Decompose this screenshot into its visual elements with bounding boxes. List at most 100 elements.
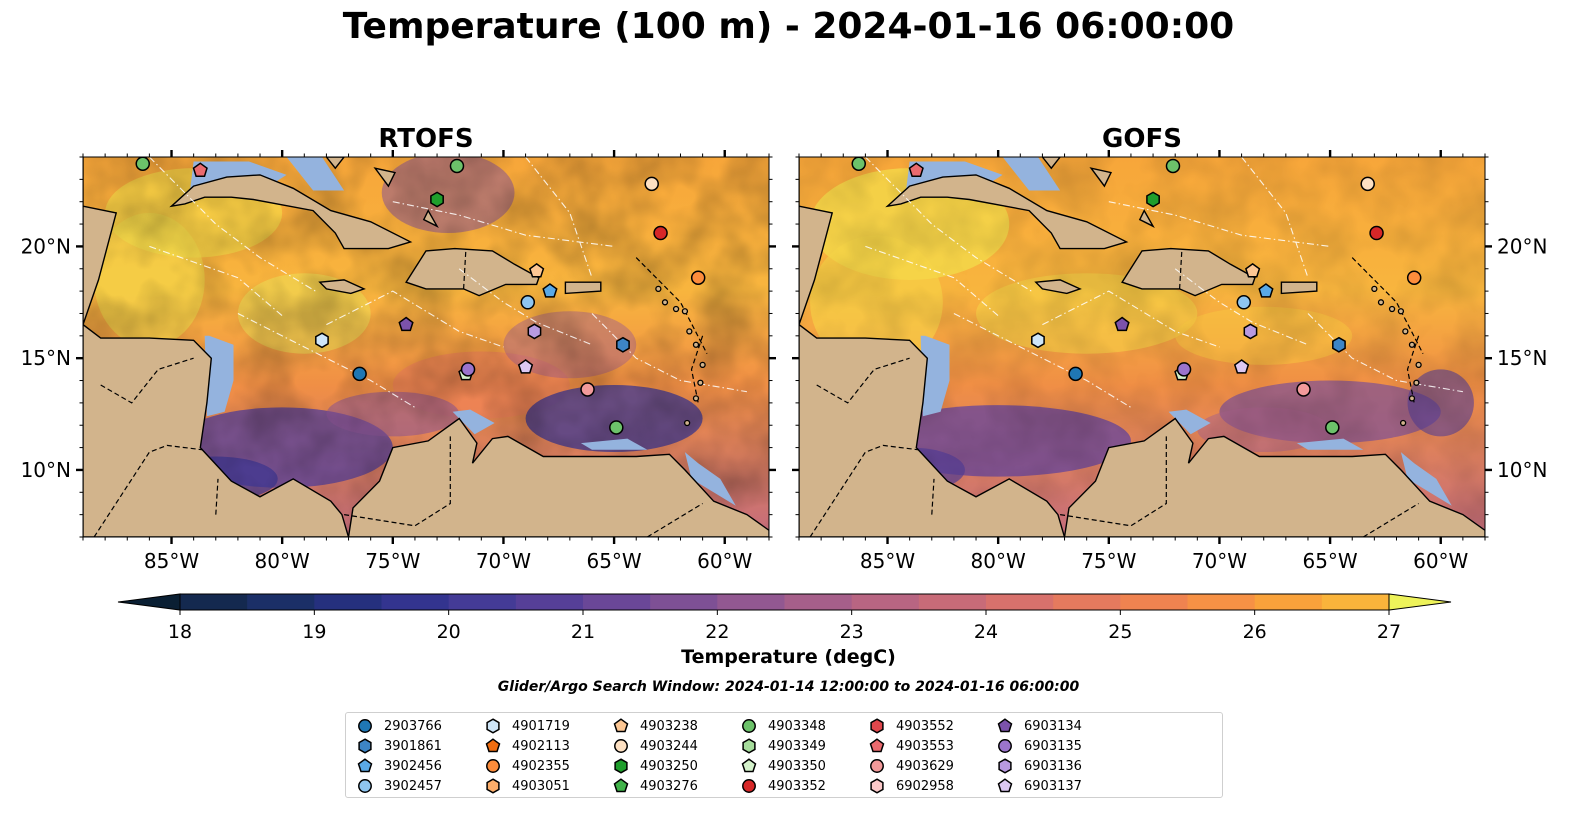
landmass: [1089, 167, 1113, 188]
legend-item: 4903553: [868, 736, 954, 756]
colorbar-segment: [918, 594, 987, 610]
island: [1397, 308, 1405, 315]
landmass: [83, 323, 350, 537]
legend-label: 6903135: [1024, 738, 1082, 754]
legend-item: 3902456: [356, 756, 442, 776]
colorbar-tick-label: 19: [302, 621, 326, 643]
colorbar-segment: [1187, 594, 1256, 610]
float-marker-4903553: [908, 162, 924, 177]
legend-item: 6902958: [868, 776, 954, 796]
legend-item: 4901719: [484, 716, 570, 736]
float-marker-4903348: [449, 158, 465, 174]
float-marker-4903238: [1245, 262, 1261, 278]
island: [1399, 419, 1407, 427]
legend-marker: [997, 778, 1013, 793]
float-marker-4903348: [609, 420, 624, 435]
float-marker-3901861: [616, 336, 630, 353]
colorbar-tick-label: 27: [1377, 621, 1401, 643]
landmass: [373, 167, 397, 188]
legend-label: 4903350: [768, 758, 826, 774]
legend-marker: [742, 719, 756, 733]
float-marker-4902355: [690, 270, 706, 285]
float-marker-3902456: [542, 283, 558, 298]
legend-item: 4903349: [740, 736, 826, 756]
pentagon-marker-icon: [613, 778, 629, 793]
pentagon-marker-icon: [997, 778, 1013, 793]
colorbar-segment: [851, 594, 920, 610]
colorbar-segment: [448, 594, 517, 610]
legend-marker: [357, 758, 373, 773]
landmass: [1063, 417, 1485, 537]
y-tick-label: 10°N: [1497, 458, 1547, 482]
colorbar-tick-label: 20: [437, 621, 461, 643]
float-marker-4901719: [315, 332, 329, 349]
y-tick-label: 20°N: [1497, 234, 1547, 258]
legend-label: 4903238: [640, 718, 698, 734]
float-marker-2903766: [352, 366, 367, 382]
colorbar-segment: [986, 594, 1054, 610]
legend-item: 4903244: [612, 736, 698, 756]
legend-item: 4903552: [868, 716, 954, 736]
pentagon-marker-icon: [869, 738, 885, 753]
hexagon-marker-icon: [486, 778, 500, 794]
circle-marker-icon: [742, 779, 756, 793]
landmass: [799, 323, 1066, 537]
y-tick-label: 20°N: [21, 234, 71, 258]
circle-marker-icon: [870, 759, 884, 773]
gofs-panel: GOFS 85°W 80°W 75°W 70°W 65°W 60°W 10°N 15°N 20°N: [792, 124, 1547, 573]
float-marker-4903629: [1296, 382, 1311, 397]
x-tick-label: 80°W: [255, 549, 310, 573]
island: [1408, 341, 1416, 348]
legend-label: 4901719: [512, 718, 570, 734]
circle-marker-icon: [358, 719, 372, 733]
pentagon-marker-icon: [485, 738, 501, 753]
legend-marker: [358, 738, 372, 754]
legend-marker: [613, 718, 629, 733]
x-tick-label: 60°W: [697, 549, 752, 573]
island: [692, 341, 700, 348]
x-tick-label: 65°W: [586, 549, 641, 573]
legend-item: 4903250: [612, 756, 698, 776]
hexagon-marker-icon: [742, 738, 756, 754]
search-window-text: Glider/Argo Search Window: 2024-01-14 12…: [497, 679, 1080, 695]
legend-label: 3902456: [384, 758, 442, 774]
legend-item: 6903136: [996, 756, 1082, 776]
legend-marker: [486, 778, 500, 794]
island: [681, 308, 689, 315]
legend-marker: [997, 718, 1013, 733]
island: [1388, 305, 1396, 313]
pentagon-marker-icon: [357, 758, 373, 773]
x-tick-label: 70°W: [1192, 549, 1247, 573]
float-marker-4903348: [1325, 420, 1340, 435]
x-tick-label: 70°W: [476, 549, 531, 573]
pentagon-marker-icon: [741, 758, 757, 773]
float-marker-4902355: [1406, 270, 1422, 285]
circle-marker-icon: [486, 759, 500, 773]
legend-label: 3902457: [384, 778, 442, 794]
figure-title: Temperature (100 m) - 2024-01-16 06:00:0…: [342, 6, 1235, 47]
panel-title: RTOFS: [378, 124, 473, 154]
legend-item: 4903238: [612, 716, 698, 736]
legend-item: 6903135: [996, 736, 1082, 756]
legend-item: 2903766: [356, 716, 442, 736]
legend-marker: [613, 778, 629, 793]
float-marker-4903553: [192, 162, 208, 177]
legend-label: 2903766: [384, 718, 442, 734]
colorbar-segment: [247, 594, 315, 610]
legend-marker: [998, 739, 1012, 753]
landmass: [885, 174, 1129, 250]
legend-label: 6903137: [1024, 778, 1082, 794]
island: [661, 299, 669, 306]
landmass: [347, 417, 769, 537]
landmass: [1034, 279, 1082, 295]
hexagon-marker-icon: [486, 718, 500, 734]
circle-marker-icon: [998, 739, 1012, 753]
pentagon-marker-icon: [997, 718, 1013, 733]
x-tick-label: 85°W: [860, 549, 915, 573]
colorbar-segment: [784, 594, 853, 610]
colorbar-segment: [314, 594, 383, 610]
legend-label: 4903348: [768, 718, 826, 734]
legend-label: 6903136: [1024, 758, 1082, 774]
legend-item: 4903629: [868, 756, 954, 776]
legend-label: 4903349: [768, 738, 826, 754]
